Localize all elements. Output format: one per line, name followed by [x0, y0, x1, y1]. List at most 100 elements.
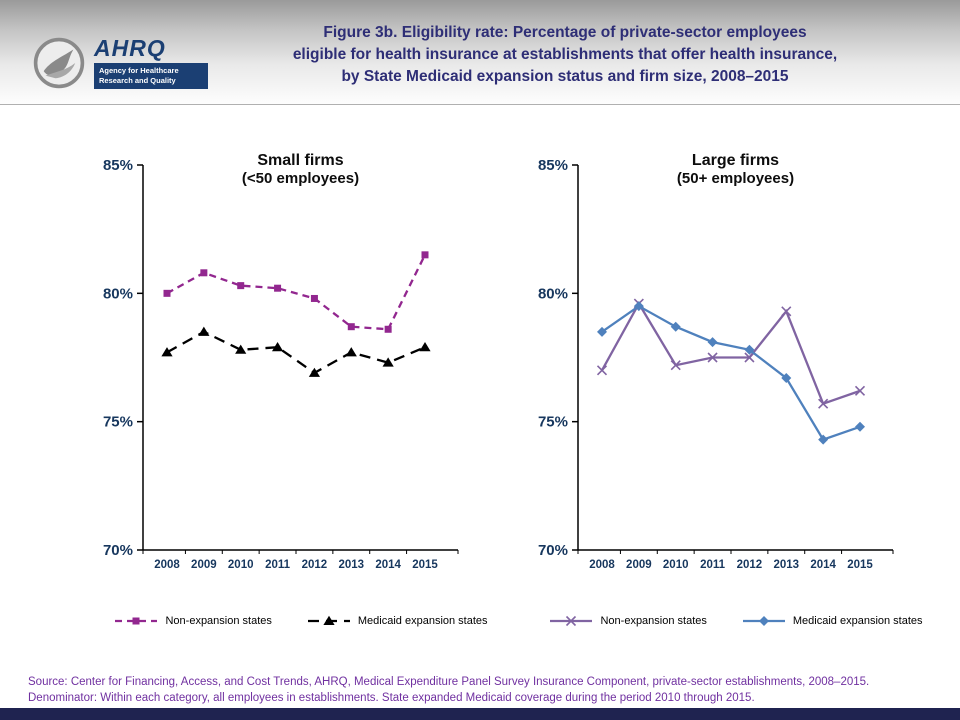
data-point-x: [744, 352, 755, 363]
ahrq-tagline-line1: Agency for Healthcare: [99, 66, 179, 76]
legend-large-firms: Non-expansion states Medicaid expansion s…: [550, 614, 923, 628]
source-note: Source: Center for Financing, Access, an…: [28, 674, 943, 706]
chart-large-firms: Large firms (50+ employees) 70% 75% 80% 85%…: [530, 130, 923, 628]
figure-title: Figure 3b. Eligibility rate: Percentage …: [200, 22, 930, 88]
x-tick-label: 2010: [228, 559, 254, 571]
data-point-square: [384, 325, 392, 333]
x-tick-label: 2013: [773, 559, 799, 571]
x-tick-label: 2015: [412, 559, 438, 571]
data-point-square: [347, 323, 355, 331]
ahrq-tagline-line2: Research and Quality: [99, 76, 176, 85]
figure-title-line2: eligible for health insurance at establi…: [292, 46, 838, 63]
series-line-1: [166, 330, 426, 375]
x-tick-label: 2008: [154, 559, 180, 571]
data-point-diamond: [758, 616, 769, 626]
data-point-x: [781, 306, 792, 317]
series-line-0: [600, 301, 861, 406]
data-point-triangle: [198, 326, 210, 336]
data-point-x: [596, 365, 608, 376]
series-line-0: [166, 254, 427, 331]
data-point-x: [566, 615, 577, 627]
series-line-1: [601, 304, 861, 442]
y-tick-label: 80%: [103, 285, 133, 302]
legend-item: Non-expansion states: [113, 614, 272, 628]
x-tick-label: 2011: [700, 559, 726, 571]
data-point-triangle: [382, 357, 394, 367]
legend-diamond-icon: [742, 616, 785, 626]
data-point-triangle: [271, 342, 284, 352]
legend-label: Non-expansion states: [600, 615, 707, 627]
data-point-diamond: [670, 321, 681, 332]
figure-title-line1: Figure 3b. Eligibility rate: Percentage …: [323, 24, 807, 41]
data-point-square: [163, 289, 171, 297]
x-tick-label: 2013: [338, 559, 364, 571]
y-tick-label: 85%: [538, 157, 568, 174]
data-point-diamond: [818, 434, 829, 445]
data-point-triangle: [419, 342, 431, 352]
legend-label: Non-expansion states: [165, 615, 272, 627]
data-point-triangle: [323, 615, 335, 625]
data-point-triangle: [161, 347, 173, 357]
x-tick-label: 2009: [626, 559, 652, 571]
x-tick-label: 2014: [810, 559, 836, 571]
legend-label: Medicaid expansion states: [357, 615, 488, 627]
data-point-x: [670, 360, 681, 371]
data-point-square: [132, 617, 140, 625]
chart-canvas: 70% 75% 80% 85% 2008 2009 2010 2011 2012 2013 2014…: [538, 157, 894, 571]
data-point-triangle: [308, 367, 321, 377]
data-point-square: [274, 284, 282, 292]
line-chart-large-firms: 70% 75% 80% 85% 2008 2009 2010 2011 2012 2013 2014…: [530, 130, 905, 582]
data-point-square: [310, 294, 318, 302]
data-point-x: [854, 385, 866, 396]
data-point-x: [707, 352, 718, 363]
legend-square-icon: [115, 617, 158, 625]
y-tick-label: 70%: [103, 542, 133, 559]
y-tick-label: 70%: [538, 542, 568, 559]
data-point-square: [200, 269, 208, 277]
x-tick-label: 2008: [589, 559, 615, 571]
x-tick-label: 2014: [375, 559, 401, 571]
y-tick-label: 75%: [538, 414, 568, 431]
chart-canvas: 70% 75% 80% 85% 2008 2009 2010 2011 2012 2013 2014…: [103, 157, 459, 571]
y-tick-label: 75%: [103, 414, 133, 431]
legend-x-icon: [550, 615, 593, 627]
header: AHRQ Agency for Healthcare Research and …: [0, 0, 960, 105]
ahrq-tagline: Agency for Healthcare Research and Quali…: [94, 63, 208, 89]
chart-title-text: Small firms: [257, 152, 344, 169]
figure-title-line3: by State Medicaid expansion status and f…: [341, 68, 789, 85]
x-tick-label: 2009: [191, 559, 217, 571]
ahrq-wordmark: AHRQ: [94, 35, 166, 62]
y-tick-label: 85%: [103, 157, 133, 174]
x-tick-label: 2010: [663, 559, 689, 571]
chart-subtitle-text: (<50 employees): [241, 170, 360, 187]
legend-small-firms: Non-expansion states Medicaid expansion s…: [115, 614, 488, 628]
data-point-diamond: [744, 344, 755, 355]
ahrq-logo: AHRQ Agency for Healthcare Research and …: [94, 37, 208, 89]
data-point-triangle: [345, 347, 357, 357]
data-point-square: [421, 251, 429, 259]
x-tick-label: 2015: [847, 559, 873, 571]
chart-title-large-firms: Large firms (50+ employees): [578, 152, 893, 187]
data-point-diamond: [597, 326, 607, 337]
chart-title-text: Large firms: [691, 152, 780, 169]
logo-area: AHRQ Agency for Healthcare Research and …: [32, 36, 208, 90]
hhs-eagle-seal-icon: [33, 37, 85, 89]
x-tick-label: 2012: [302, 559, 328, 571]
charts-row: Small firms (<50 employees) 70% 75% 80% 85%…: [0, 130, 960, 628]
legend-label: Medicaid expansion states: [792, 615, 923, 627]
data-point-diamond: [633, 301, 644, 312]
y-tick-label: 80%: [538, 285, 568, 302]
source-line2: Denominator: Within each category, all e…: [28, 692, 755, 705]
line-chart-small-firms: 70% 75% 80% 85% 2008 2009 2010 2011 2012 2013 2014…: [95, 130, 470, 582]
bottom-bar: [0, 708, 960, 720]
data-point-triangle: [235, 344, 247, 354]
source-line1: Source: Center for Financing, Access, an…: [28, 676, 870, 688]
data-point-diamond: [855, 421, 865, 432]
x-tick-label: 2011: [265, 559, 291, 571]
legend-item: Non-expansion states: [548, 614, 707, 628]
data-point-x: [818, 398, 829, 409]
x-tick-label: 2012: [737, 559, 763, 571]
legend-item: Medicaid expansion states: [741, 614, 923, 628]
data-point-square: [237, 282, 245, 290]
legend-item: Medicaid expansion states: [306, 614, 488, 628]
